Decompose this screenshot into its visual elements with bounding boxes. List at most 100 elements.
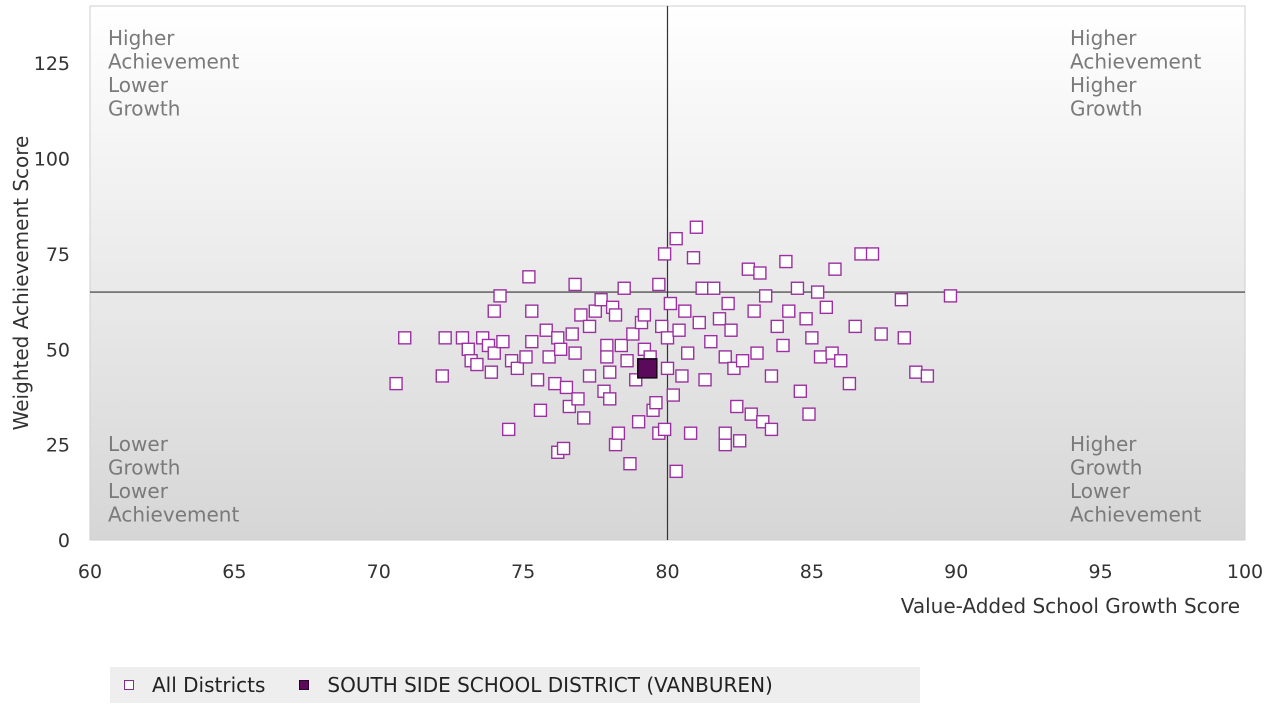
- data-point[interactable]: [487, 346, 501, 360]
- data-point[interactable]: [582, 319, 597, 334]
- data-point[interactable]: [828, 262, 842, 276]
- data-point[interactable]: [813, 350, 828, 364]
- data-point[interactable]: [744, 407, 758, 421]
- data-point[interactable]: [663, 296, 678, 311]
- data-point[interactable]: [470, 357, 484, 372]
- data-point[interactable]: [657, 422, 672, 437]
- data-point[interactable]: [525, 334, 539, 349]
- data-point[interactable]: [568, 346, 582, 360]
- data-point[interactable]: [704, 334, 718, 349]
- highlight-data-point[interactable]: [637, 358, 658, 379]
- data-point[interactable]: [854, 247, 868, 261]
- data-point[interactable]: [574, 308, 588, 322]
- data-point[interactable]: [819, 300, 834, 315]
- data-point[interactable]: [666, 388, 680, 402]
- data-point[interactable]: [620, 354, 634, 368]
- data-point[interactable]: [637, 308, 652, 322]
- data-point[interactable]: [652, 277, 666, 292]
- data-point[interactable]: [764, 369, 779, 383]
- data-point[interactable]: [802, 407, 816, 421]
- data-point[interactable]: [571, 392, 585, 406]
- data-point[interactable]: [718, 426, 732, 440]
- data-point[interactable]: [776, 338, 790, 353]
- data-point[interactable]: [764, 422, 779, 437]
- data-point[interactable]: [655, 319, 669, 334]
- data-point[interactable]: [551, 331, 565, 345]
- data-point[interactable]: [770, 319, 784, 334]
- data-point[interactable]: [631, 415, 646, 429]
- legend-item-highlight-district[interactable]: SOUTH SIDE SCHOOL DISTRICT (VANBUREN): [299, 673, 773, 697]
- data-point[interactable]: [501, 422, 516, 437]
- data-point[interactable]: [758, 289, 773, 303]
- data-point[interactable]: [805, 331, 819, 345]
- data-point[interactable]: [735, 354, 750, 368]
- data-point[interactable]: [657, 247, 672, 261]
- data-point[interactable]: [669, 464, 683, 479]
- data-point[interactable]: [542, 350, 556, 364]
- data-point[interactable]: [732, 434, 747, 448]
- data-point[interactable]: [510, 361, 525, 376]
- data-point[interactable]: [577, 411, 591, 425]
- data-point[interactable]: [484, 365, 499, 379]
- data-point[interactable]: [848, 319, 862, 334]
- data-point[interactable]: [753, 266, 767, 280]
- data-point[interactable]: [782, 304, 796, 318]
- data-point[interactable]: [623, 457, 637, 471]
- data-point[interactable]: [894, 293, 909, 307]
- data-point[interactable]: [435, 369, 449, 383]
- data-point[interactable]: [698, 373, 712, 387]
- data-point[interactable]: [909, 365, 923, 379]
- data-point[interactable]: [672, 323, 686, 337]
- data-point[interactable]: [519, 350, 533, 364]
- data-point[interactable]: [553, 342, 568, 356]
- data-point[interactable]: [525, 304, 539, 318]
- data-point[interactable]: [660, 331, 675, 345]
- data-point[interactable]: [712, 312, 727, 326]
- data-point[interactable]: [874, 327, 888, 341]
- data-point[interactable]: [834, 354, 848, 368]
- data-point[interactable]: [920, 369, 935, 383]
- data-point[interactable]: [721, 296, 735, 311]
- data-point[interactable]: [779, 254, 793, 269]
- data-point[interactable]: [692, 315, 706, 330]
- data-point[interactable]: [611, 426, 626, 440]
- data-point[interactable]: [718, 437, 732, 452]
- data-point[interactable]: [548, 376, 562, 391]
- data-point[interactable]: [438, 331, 452, 345]
- data-point[interactable]: [865, 247, 880, 261]
- data-point[interactable]: [686, 251, 701, 265]
- data-point[interactable]: [660, 361, 675, 376]
- data-point[interactable]: [568, 277, 582, 292]
- data-point[interactable]: [614, 338, 628, 353]
- data-point[interactable]: [522, 270, 536, 284]
- data-point[interactable]: [487, 304, 501, 318]
- data-point[interactable]: [559, 380, 574, 395]
- data-point[interactable]: [539, 323, 553, 337]
- data-point[interactable]: [678, 304, 692, 318]
- data-point[interactable]: [533, 403, 548, 418]
- data-point[interactable]: [565, 327, 579, 341]
- data-point[interactable]: [649, 395, 663, 410]
- data-point[interactable]: [493, 289, 507, 303]
- data-point[interactable]: [603, 392, 617, 406]
- data-point[interactable]: [683, 426, 698, 440]
- data-point[interactable]: [897, 331, 911, 345]
- data-point[interactable]: [793, 384, 808, 398]
- data-point[interactable]: [398, 331, 412, 345]
- data-point[interactable]: [608, 437, 623, 452]
- data-point[interactable]: [600, 350, 614, 364]
- data-point[interactable]: [741, 262, 756, 276]
- legend-item-all-districts[interactable]: All Districts: [124, 673, 265, 697]
- data-point[interactable]: [799, 312, 813, 326]
- data-point[interactable]: [600, 338, 614, 353]
- data-point[interactable]: [582, 369, 597, 383]
- data-point[interactable]: [730, 399, 744, 414]
- data-point[interactable]: [750, 346, 764, 360]
- data-point[interactable]: [695, 281, 709, 295]
- data-point[interactable]: [718, 350, 732, 364]
- data-point[interactable]: [681, 346, 695, 360]
- data-point[interactable]: [608, 308, 623, 322]
- data-point[interactable]: [588, 304, 603, 318]
- data-point[interactable]: [689, 220, 704, 234]
- data-point[interactable]: [496, 334, 510, 349]
